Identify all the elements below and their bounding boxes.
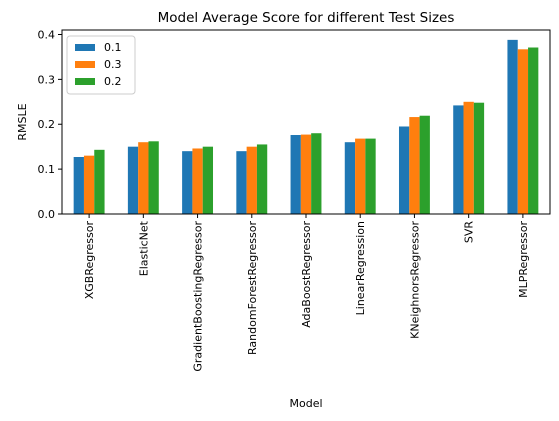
bar-0.2-AdaBoostRegressor (311, 133, 322, 214)
legend-label-0.2: 0.2 (104, 75, 122, 88)
chart-title: Model Average Score for different Test S… (158, 10, 455, 26)
bar-0.2-SVR (473, 102, 485, 214)
x-tick-label: RandomForestRegressor (246, 221, 259, 355)
x-tick-label: AdaBoostRegressor (300, 221, 313, 328)
y-tick-label: 0.1 (38, 163, 56, 176)
bar-0.1-LinearRegression (344, 142, 356, 214)
bar-0.2-KNeighnorsRegressor (419, 115, 430, 214)
bar-0.3-GradientBoostingRegressor (192, 148, 203, 214)
x-tick-label: GradientBoostingRegressor (192, 221, 205, 372)
y-tick-label: 0.4 (38, 28, 56, 41)
bar-0.3-ElasticNet (138, 142, 149, 214)
x-axis-label: Model (289, 397, 322, 410)
bar-0.3-AdaBoostRegressor (300, 134, 312, 214)
legend-swatch-0.1 (75, 44, 95, 51)
bar-0.2-RandomForestRegressor (256, 144, 268, 214)
legend: 0.1 0.3 0.2 (66, 35, 136, 95)
bar-0.1-RandomForestRegressor (236, 151, 247, 214)
y-tick-label: 0.2 (38, 118, 56, 131)
legend-label-0.1: 0.1 (104, 41, 122, 54)
bar-0.2-LinearRegression (365, 138, 376, 214)
bar-0.1-MLPRegressor (507, 39, 518, 215)
x-tick-label: SVR (463, 221, 476, 244)
bar-0.3-LinearRegression (355, 138, 366, 214)
bar-0.2-GradientBoostingRegressor (202, 146, 214, 214)
y-axis-label: RMSLE (16, 103, 29, 140)
x-tick-label: XGBRegressor (83, 221, 96, 300)
bar-0.1-GradientBoostingRegressor (182, 151, 193, 214)
bar-0.1-AdaBoostRegressor (290, 135, 301, 214)
bar-0.3-XGBRegressor (83, 155, 95, 214)
x-tick-label: LinearRegression (354, 221, 367, 315)
legend-swatch-0.2 (75, 78, 95, 85)
y-tick-label: 0.3 (38, 73, 56, 86)
legend-label-0.3: 0.3 (104, 58, 122, 71)
bar-0.3-KNeighnorsRegressor (409, 117, 420, 214)
bar-0.2-MLPRegressor (528, 47, 539, 214)
bar-0.1-ElasticNet (127, 146, 139, 214)
bar-0.3-MLPRegressor (517, 49, 529, 214)
bar-0.1-XGBRegressor (73, 157, 84, 214)
bar-0.3-SVR (463, 101, 474, 214)
x-tick-label: MLPRegressor (517, 221, 530, 298)
bar-0.1-KNeighnorsRegressor (398, 126, 410, 214)
y-tick-label: 0.0 (38, 208, 56, 221)
x-tick-label: KNeighnorsRegressor (408, 221, 421, 339)
bar-0.2-XGBRegressor (94, 149, 105, 214)
x-tick-label: ElasticNet (137, 220, 150, 276)
legend-swatch-0.3 (75, 61, 95, 68)
bar-0.1-SVR (453, 105, 464, 214)
bar-0.3-RandomForestRegressor (246, 146, 257, 214)
bar-0.2-ElasticNet (148, 141, 159, 214)
